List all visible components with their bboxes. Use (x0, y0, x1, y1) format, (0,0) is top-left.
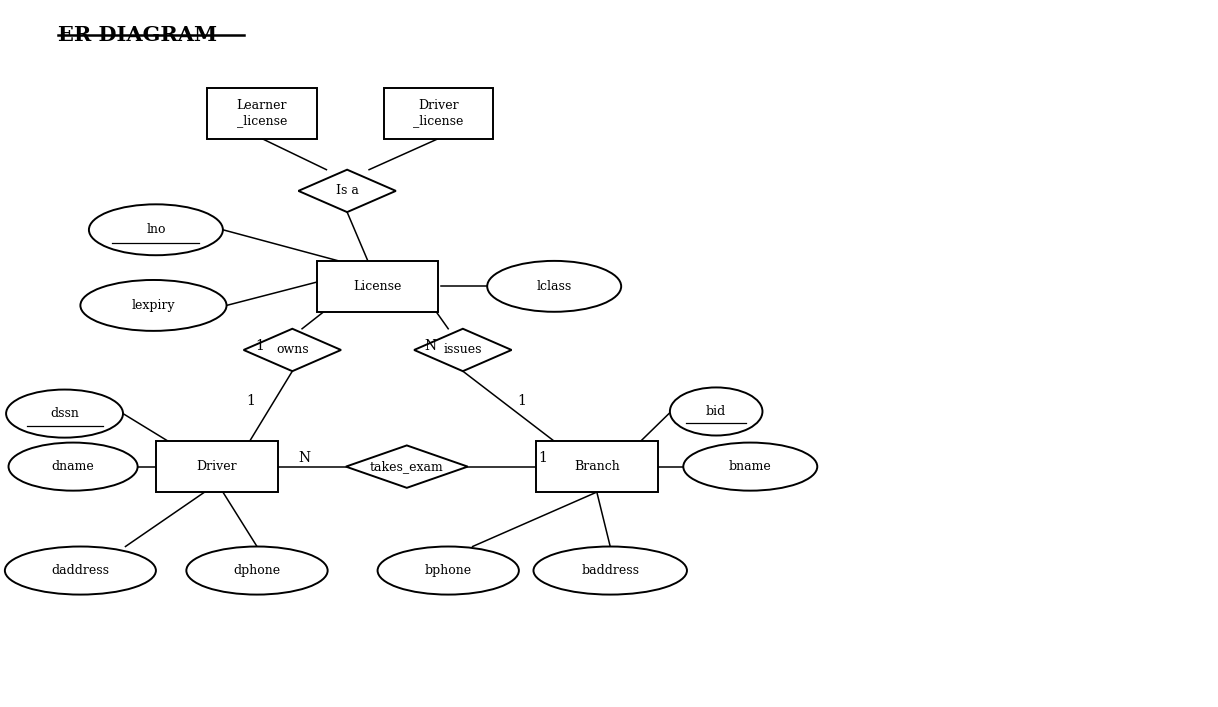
Text: issues: issues (443, 344, 482, 356)
Text: dname: dname (51, 460, 95, 473)
Polygon shape (414, 329, 512, 371)
Ellipse shape (378, 547, 519, 595)
Text: ER DIAGRAM: ER DIAGRAM (58, 25, 218, 45)
Text: daddress: daddress (51, 564, 110, 577)
Bar (156, 441, 278, 492)
Ellipse shape (5, 547, 156, 595)
Ellipse shape (533, 547, 687, 595)
Text: bid: bid (706, 405, 726, 418)
Text: Branch: Branch (574, 460, 620, 473)
Text: 1: 1 (538, 451, 548, 465)
Text: dphone: dphone (234, 564, 280, 577)
Bar (317, 261, 438, 312)
Text: 1: 1 (246, 394, 256, 408)
Bar (384, 88, 493, 139)
Text: bname: bname (728, 460, 772, 473)
Text: Learner
_license: Learner _license (236, 99, 287, 127)
Text: 1: 1 (255, 339, 264, 354)
Text: N: N (298, 451, 311, 465)
Text: Driver: Driver (196, 460, 238, 473)
Ellipse shape (683, 443, 817, 491)
Text: lno: lno (146, 223, 166, 236)
Text: 1: 1 (516, 394, 526, 408)
Ellipse shape (6, 390, 123, 438)
Ellipse shape (186, 547, 328, 595)
Text: baddress: baddress (581, 564, 639, 577)
Text: Is a: Is a (336, 185, 358, 197)
Text: takes_exam: takes_exam (370, 460, 443, 473)
Bar (207, 88, 317, 139)
Text: License: License (353, 280, 402, 293)
Text: N: N (424, 339, 436, 354)
Ellipse shape (80, 280, 227, 331)
Text: bphone: bphone (425, 564, 471, 577)
Polygon shape (244, 329, 341, 371)
Ellipse shape (9, 443, 138, 491)
Polygon shape (346, 445, 468, 488)
Ellipse shape (487, 261, 621, 312)
Text: dssn: dssn (50, 407, 79, 420)
Text: owns: owns (276, 344, 308, 356)
Bar (536, 441, 658, 492)
Ellipse shape (89, 204, 223, 255)
Polygon shape (298, 170, 396, 212)
Text: lclass: lclass (537, 280, 571, 293)
Ellipse shape (670, 387, 762, 436)
Text: lexpiry: lexpiry (132, 299, 175, 312)
Text: Driver
_license: Driver _license (413, 99, 464, 127)
